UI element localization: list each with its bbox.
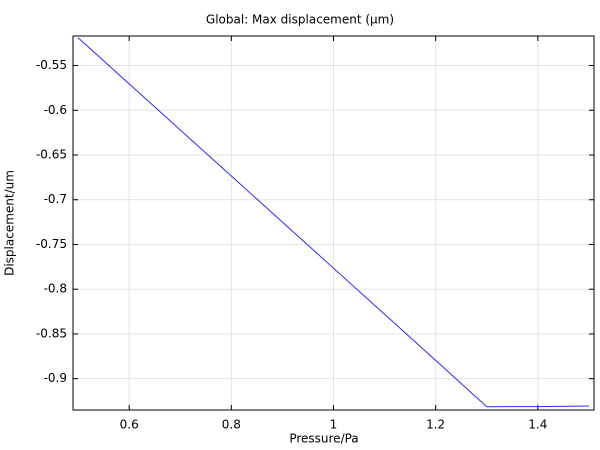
x-axis-label: Pressure/Pa [289,432,358,446]
x-tick-label: 0.6 [120,418,139,432]
y-tick-label: -0.7 [44,192,67,206]
y-tick-label: -0.75 [36,237,67,251]
y-tick-label: -0.9 [44,371,67,385]
data-line [77,37,589,408]
chart-title: Global: Max displacement (µm) [206,13,394,27]
y-tick-label: -0.65 [36,148,67,162]
y-tick-label: -0.8 [44,282,67,296]
x-tick-label: 0.8 [222,418,241,432]
x-tick-label: 1 [330,418,338,432]
y-axis-label: Displacement/um [3,170,17,276]
x-tick-label: 1.2 [426,418,445,432]
y-tick-label: -0.85 [36,326,67,340]
y-tick-label: -0.6 [44,103,67,117]
plot-frame [72,35,595,411]
y-tick-label: -0.55 [36,58,67,72]
x-tick-label: 1.4 [528,418,547,432]
